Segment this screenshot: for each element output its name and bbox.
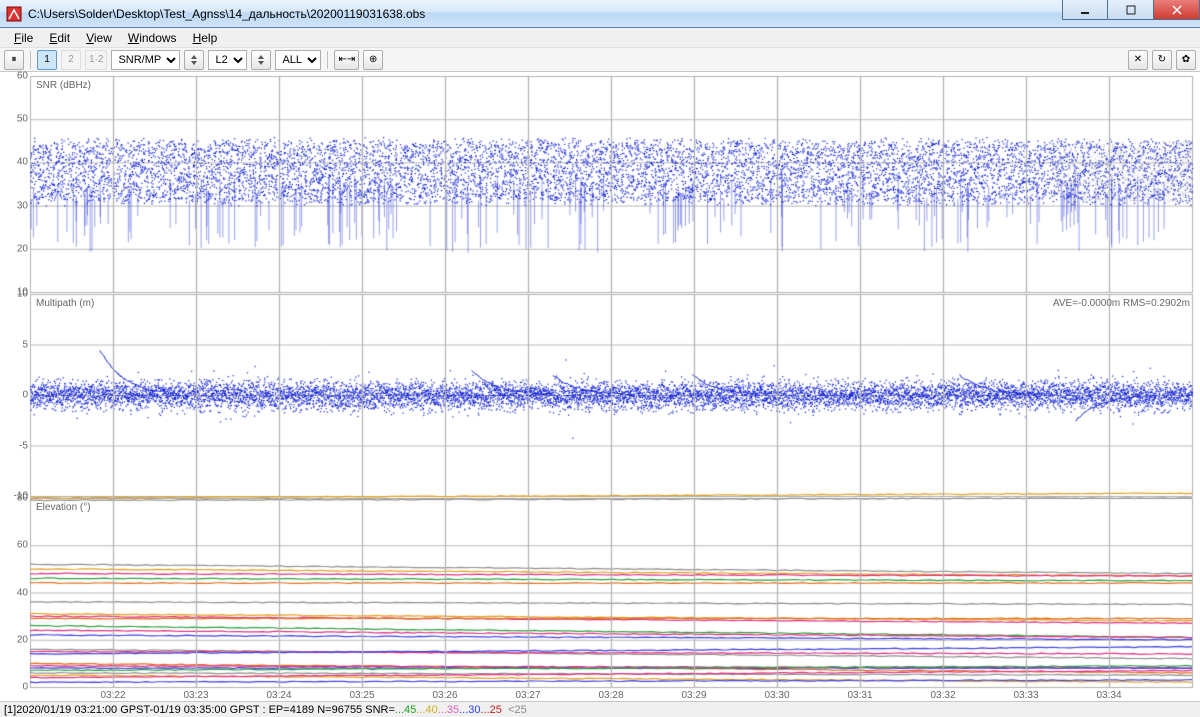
x-tick: 03:23 [183, 690, 208, 699]
options-button[interactable]: ✿ [1176, 50, 1196, 70]
x-tick: 03:29 [681, 690, 706, 699]
snr-title: SNR (dBHz) [36, 80, 91, 91]
window-close-button[interactable] [1154, 0, 1200, 20]
plot2-button[interactable]: 2 [61, 50, 81, 70]
y-tick: 20 [17, 243, 28, 254]
status-snr-seg: ...45 [395, 704, 416, 716]
multipath-title: Multipath (m) [36, 298, 94, 309]
elevation-title: Elevation (°) [36, 502, 91, 513]
plot12-button[interactable]: 1·2 [85, 50, 107, 70]
menu-help[interactable]: Help [185, 29, 226, 47]
x-tick: 03:30 [764, 690, 789, 699]
y-tick: -5 [19, 440, 28, 451]
y-tick: 30 [17, 200, 28, 211]
toolbar: ⏸ 1 2 1·2 SNR/MP L2 ALL ⇤⇥ ⊕ ✕ ↻ ✿ [0, 48, 1200, 72]
menu-file[interactable]: File [6, 29, 41, 47]
x-tick: 03:32 [930, 690, 955, 699]
x-tick: 03:31 [847, 690, 872, 699]
window-minimize-button[interactable] [1062, 0, 1108, 20]
y-tick: 40 [17, 587, 28, 598]
y-tick: 20 [17, 634, 28, 645]
menu-edit[interactable]: Edit [41, 29, 78, 47]
clear-button[interactable]: ✕ [1128, 50, 1148, 70]
x-tick: 03:26 [432, 690, 457, 699]
updown-icon[interactable] [184, 50, 204, 70]
x-tick: 03:22 [100, 690, 125, 699]
status-snr-seg: ...30 [459, 704, 480, 716]
y-tick: 0 [22, 682, 28, 693]
window-title: C:\Users\Solder\Desktop\Test_Agnss\14_да… [28, 7, 425, 21]
plot-area[interactable]: 102030405060SNR (dBHz)-10-50510Multipath… [0, 72, 1200, 701]
window-maximize-button[interactable] [1108, 0, 1154, 20]
y-tick: 50 [17, 114, 28, 125]
status-snr-seg: ...25 [481, 704, 502, 716]
x-tick: 03:25 [349, 690, 374, 699]
status-bar: [1]2020/01/19 03:21:00 GPST-01/19 03:35:… [0, 701, 1200, 717]
y-tick: 5 [22, 339, 28, 350]
x-tick: 03:27 [515, 690, 540, 699]
pause-button[interactable]: ⏸ [4, 50, 24, 70]
menu-view[interactable]: View [78, 29, 120, 47]
x-tick: 03:33 [1013, 690, 1038, 699]
status-snr-label: SNR= [365, 704, 395, 716]
y-tick: 60 [17, 540, 28, 551]
y-tick: 0 [22, 390, 28, 401]
x-tick: 03:24 [266, 690, 291, 699]
window-titlebar: C:\Users\Solder\Desktop\Test_Agnss\14_да… [0, 0, 1200, 28]
status-tail: <25 [502, 704, 527, 716]
y-tick: 40 [17, 157, 28, 168]
freq-select[interactable]: L2 [208, 50, 247, 70]
type-select[interactable]: SNR/MP [111, 50, 180, 70]
plot1-button[interactable]: 1 [37, 50, 57, 70]
fit-button[interactable]: ⇤⇥ [334, 50, 359, 70]
x-tick: 03:34 [1096, 690, 1121, 699]
status-text: [1]2020/01/19 03:21:00 GPST-01/19 03:35:… [4, 704, 365, 716]
updown2-icon[interactable] [251, 50, 271, 70]
status-snr-seg: ...35 [438, 704, 459, 716]
menu-bar: FileEditViewWindowsHelp [0, 28, 1200, 48]
plot-canvas [0, 72, 1200, 701]
y-tick: 60 [17, 71, 28, 82]
center-button[interactable]: ⊕ [363, 50, 383, 70]
multipath-stat: AVE=-0.0000m RMS=0.2902m [1053, 298, 1190, 309]
status-snr-seg: ...40 [416, 704, 437, 716]
x-tick: 03:28 [598, 690, 623, 699]
y-tick: 10 [17, 289, 28, 300]
app-icon [6, 6, 22, 22]
reload-button[interactable]: ↻ [1152, 50, 1172, 70]
y-tick: 80 [17, 493, 28, 504]
sat-select[interactable]: ALL [275, 50, 321, 70]
menu-windows[interactable]: Windows [120, 29, 185, 47]
